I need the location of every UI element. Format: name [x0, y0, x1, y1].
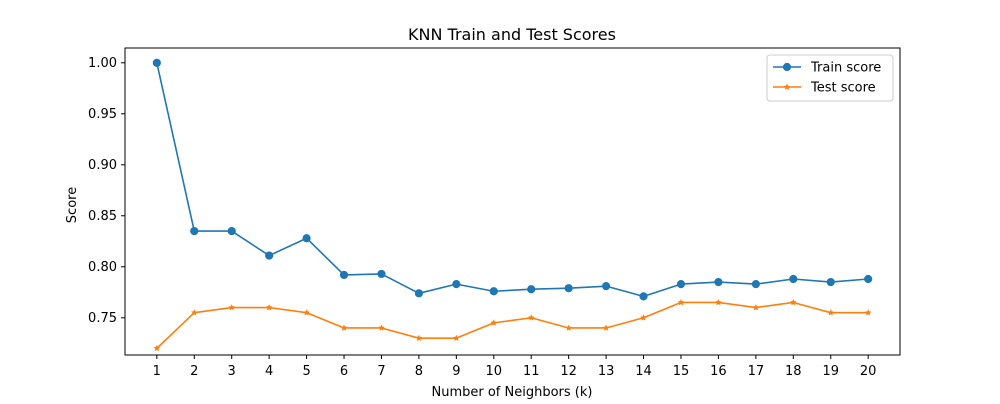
chart-title: KNN Train and Test Scores: [408, 25, 616, 44]
data-point-series-1: [339, 270, 349, 280]
data-point-series-1: [864, 274, 873, 284]
x-tick-label: 7: [377, 364, 385, 379]
x-tick-label: 9: [452, 364, 460, 379]
legend-marker: [782, 62, 792, 72]
data-point-series-2: [377, 324, 385, 331]
data-point-series-1: [527, 285, 536, 294]
data-point-series-2: [153, 344, 161, 352]
y-tick-label: 0.75: [88, 311, 117, 326]
x-tick-label: 5: [302, 364, 310, 379]
data-point-series-2: [340, 324, 348, 331]
data-point-series-2: [265, 303, 273, 311]
x-tick-label: 1: [153, 364, 161, 379]
y-tick-label: 1.00: [88, 56, 117, 71]
data-point-series-1: [152, 58, 161, 67]
x-tick-label: 14: [635, 364, 652, 379]
data-point-series-1: [452, 280, 461, 289]
legend-marker: [783, 83, 791, 90]
data-point-series-2: [303, 309, 311, 316]
data-point-series-1: [714, 277, 723, 287]
y-tick-label: 0.95: [88, 107, 117, 122]
data-point-series-2: [827, 309, 835, 316]
y-tick-label: 0.90: [88, 158, 117, 173]
data-point-series-2: [490, 319, 498, 326]
y-axis-label: Score: [65, 187, 80, 223]
data-point-series-2: [415, 334, 423, 342]
data-point-series-1: [676, 280, 686, 289]
x-tick-label: 11: [523, 364, 540, 379]
data-point-series-1: [377, 269, 386, 279]
data-point-series-1: [564, 284, 573, 293]
x-tick-label: 6: [340, 364, 348, 379]
data-point-series-1: [265, 251, 274, 260]
data-point-series-2: [565, 324, 573, 331]
data-point-series-2: [190, 309, 198, 316]
data-point-series-2: [452, 334, 460, 342]
data-point-series-2: [864, 309, 872, 316]
x-tick-label: 15: [673, 364, 690, 379]
y-tick-label: 0.80: [88, 260, 117, 275]
x-tick-label: 2: [190, 364, 198, 379]
x-tick-label: 13: [598, 364, 615, 379]
data-point-series-2: [527, 314, 535, 321]
data-point-series-2: [640, 314, 648, 321]
data-point-series-2: [602, 324, 610, 331]
x-tick-label: 12: [560, 364, 577, 379]
data-point-series-2: [789, 298, 797, 306]
x-tick-label: 20: [860, 364, 877, 379]
data-point-series-1: [190, 226, 199, 236]
data-point-series-1: [789, 274, 798, 284]
data-point-series-2: [677, 298, 685, 306]
legend-label: Train score: [810, 61, 881, 76]
series-line-1: [156, 62, 869, 298]
x-tick-label: 4: [265, 364, 273, 379]
data-point-series-2: [714, 298, 722, 306]
data-point-series-1: [751, 280, 760, 289]
x-tick-label: 8: [415, 364, 423, 379]
data-point-series-1: [826, 277, 835, 287]
data-point-series-1: [489, 287, 498, 296]
series-line-2: [156, 301, 869, 349]
data-point-series-2: [228, 303, 236, 311]
x-tick-label: 19: [822, 364, 839, 379]
data-point-series-1: [639, 292, 648, 301]
data-point-series-2: [752, 303, 760, 311]
data-point-series-1: [414, 289, 424, 298]
x-tick-label: 10: [486, 364, 503, 379]
legend-label: Test score: [810, 81, 876, 96]
data-point-series-1: [601, 282, 611, 291]
plot-frame: [124, 47, 901, 356]
data-point-series-1: [302, 234, 311, 243]
x-tick-label: 18: [785, 364, 802, 379]
x-tick-label: 3: [228, 364, 236, 379]
y-tick-label: 0.85: [88, 209, 117, 224]
data-point-series-1: [227, 226, 236, 236]
x-tick-label: 16: [710, 364, 727, 379]
x-tick-label: 17: [748, 364, 765, 379]
x-axis-label: Number of Neighbors (k): [432, 385, 593, 400]
